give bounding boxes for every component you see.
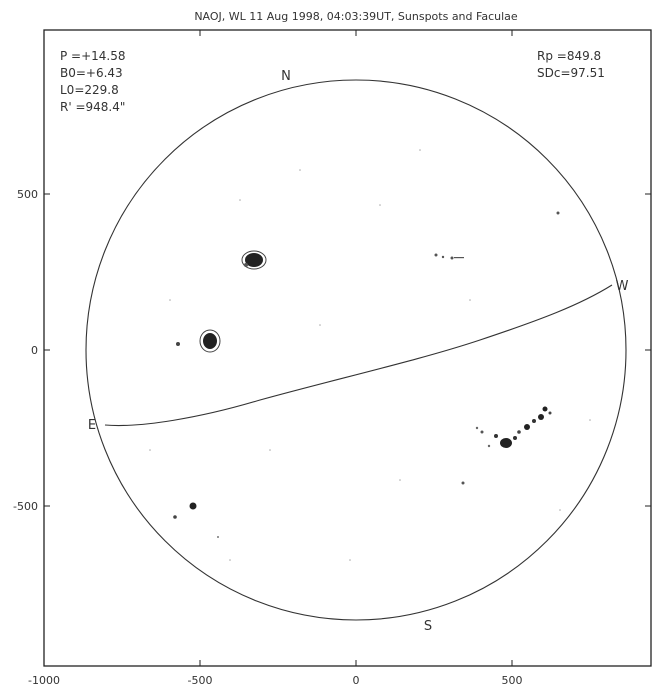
x-tick-label: 0: [353, 674, 360, 687]
param-sdc: SDc=97.51: [537, 66, 605, 80]
param-l0: L0=229.8: [60, 83, 119, 97]
solar-limb: [85, 79, 627, 621]
x-tick-label: -1000: [28, 674, 60, 687]
param-b0: B0=+6.43: [60, 66, 123, 80]
south-label: S: [424, 619, 432, 634]
y-axis-ticks: [44, 193, 651, 507]
param-p: P =+14.58: [60, 49, 126, 63]
sunspot-group-3: [173, 502, 219, 538]
y-tick-label: 0: [31, 344, 38, 357]
sunspot-group-2: [176, 329, 221, 353]
plot-frame: [43, 29, 652, 667]
west-label: W: [616, 279, 629, 294]
facula-dots: [149, 149, 591, 561]
x-tick-label: 500: [502, 674, 523, 687]
solar-equator: [104, 284, 613, 427]
param-rp: Rp =849.8: [537, 49, 601, 63]
y-tick-label: -500: [13, 500, 38, 513]
sunspot-group-4: [461, 406, 552, 485]
y-tick-label: 500: [17, 188, 38, 201]
param-r: R' =948.4": [60, 100, 125, 114]
x-axis-ticks: [43, 30, 513, 666]
north-label: N: [281, 69, 291, 84]
figure-title: NAOJ, WL 11 Aug 1998, 04:03:39UT, Sunspo…: [194, 10, 518, 23]
x-tick-label: -500: [188, 674, 213, 687]
east-label: E: [88, 418, 96, 433]
sunspot-group-1: [241, 250, 267, 270]
facula-group-upper: [434, 211, 560, 260]
